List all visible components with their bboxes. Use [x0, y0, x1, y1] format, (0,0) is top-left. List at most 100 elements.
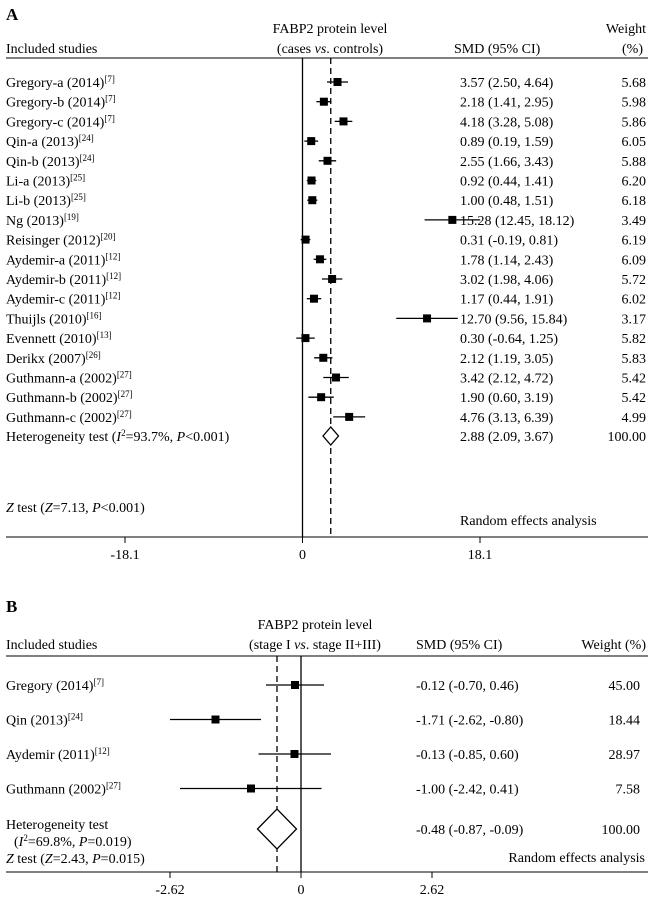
smd-ci-value: 1.90 (0.60, 3.19) [460, 391, 554, 406]
study-row: Guthmann-b (2002)[27] 1.90 (0.60, 3.19) 5.… [6, 389, 646, 406]
effect-marker [423, 314, 432, 323]
axis-tick-label: 2.62 [420, 883, 445, 898]
panel-letter-a: A [6, 5, 19, 24]
study-row: Aydemir-c (2011)[12] 1.17 (0.44, 1.91) 6.0… [6, 291, 646, 308]
effect-marker [307, 176, 316, 185]
study-name-text: Evennett (2010) [6, 332, 97, 347]
study-name-text: Guthmann-b (2002) [6, 391, 118, 406]
weight-header-b: Weight (%) [581, 638, 646, 653]
study-name: Derikx (2007)[26] [6, 350, 101, 367]
measure-header-a: FABP2 protein level [273, 22, 388, 37]
weight-value: 7.58 [616, 783, 641, 798]
smd-ci-value: -0.12 (-0.70, 0.46) [416, 679, 519, 694]
effect-marker [317, 393, 326, 402]
effect-marker [319, 97, 328, 106]
pooled-diamond [322, 426, 340, 446]
study-reference: [7] [93, 677, 104, 687]
studies-header-a: Included studies [6, 42, 97, 57]
weight-value: 6.18 [622, 194, 647, 209]
weight-value: 3.17 [622, 312, 647, 327]
study-row: Guthmann-c (2002)[27] 4.76 (3.13, 6.39) 4.… [6, 409, 646, 426]
weight-value: 5.83 [622, 352, 647, 367]
study-row: Qin-a (2013)[24] 0.89 (0.19, 1.59) 6.05 [6, 133, 646, 150]
study-reference: [24] [68, 712, 83, 722]
axis-tick-label: -2.62 [155, 883, 184, 898]
study-name: Qin-a (2013)[24] [6, 133, 94, 150]
weight-value: 6.02 [622, 293, 647, 308]
study-row: Aydemir (2011)[12] -0.13 (-0.85, 0.60) 28.… [6, 746, 640, 763]
z-test-a: Z test (Z=7.13, P<0.001) [6, 501, 145, 516]
study-reference: [12] [106, 271, 121, 281]
analysis-label-a: Random effects analysis [460, 514, 597, 529]
study-name: Aydemir-a (2011)[12] [6, 251, 120, 268]
study-name: Qin (2013)[24] [6, 712, 83, 729]
forest-plot-b: B FABP2 protein level (stage I vs. stage… [6, 597, 648, 898]
study-name-text: Gregory-b (2014) [6, 96, 105, 111]
study-row: Gregory-c (2014)[7] 4.18 (3.28, 5.08) 5.86 [6, 113, 646, 130]
weight-value: 5.86 [622, 115, 647, 130]
smd-ci-value: 4.76 (3.13, 6.39) [460, 411, 554, 426]
pooled-smd-ci: -0.48 (-0.87, -0.09) [416, 823, 524, 838]
study-name: Reisinger (2012)[20] [6, 232, 115, 249]
weight-value: 5.42 [622, 372, 647, 387]
study-name-text: Thuijls (2010) [6, 312, 87, 327]
smd-ci-value: 2.12 (1.19, 3.05) [460, 352, 554, 367]
study-name: Aydemir-c (2011)[12] [6, 291, 120, 308]
study-row: Guthmann (2002)[27] -1.00 (-2.42, 0.41) 7.… [6, 781, 640, 798]
study-reference: [16] [87, 310, 102, 320]
forest-plot-a: A FABP2 protein level (cases vs. control… [6, 5, 648, 563]
effect-marker [211, 715, 220, 724]
smd-ci-value: 3.42 (2.12, 4.72) [460, 372, 554, 387]
smd-header-a: SMD (95% CI) [454, 42, 541, 57]
measure-header-b: FABP2 protein level [258, 618, 373, 633]
study-name-text: Qin-b (2013) [6, 155, 80, 170]
studies-header-b: Included studies [6, 638, 97, 653]
pooled-smd-ci: 2.88 (2.09, 3.67) [460, 430, 554, 445]
study-row: Evennett (2010)[13] 0.30 (-0.64, 1.25) 5.8… [6, 330, 646, 347]
study-name: Gregory-c (2014)[7] [6, 113, 115, 130]
study-row: Reisinger (2012)[20] 0.31 (-0.19, 0.81) 6.… [6, 232, 646, 249]
weight-value: 5.98 [622, 96, 647, 111]
study-name: Thuijls (2010)[16] [6, 310, 102, 327]
study-name-text: Derikx (2007) [6, 352, 86, 367]
effect-marker [333, 78, 342, 86]
study-reference: [7] [105, 94, 116, 104]
study-rows-a: Gregory-a (2014)[7] 3.57 (2.50, 4.64) 5.68… [6, 74, 646, 445]
effect-marker [323, 156, 332, 165]
effect-marker [332, 373, 341, 382]
axis-tick-label: 0 [298, 883, 305, 898]
study-row: Aydemir-b (2011)[12] 3.02 (1.98, 4.06) 5.7… [6, 271, 646, 288]
weight-value: 3.49 [622, 214, 647, 229]
study-name-text: Gregory-a (2014) [6, 76, 105, 91]
study-reference: [13] [97, 330, 112, 340]
study-name-text: Li-b (2013) [6, 194, 71, 209]
effect-marker [247, 784, 255, 793]
study-reference: [7] [104, 74, 115, 84]
study-name-text: Gregory (2014) [6, 679, 94, 694]
effect-marker [309, 294, 318, 303]
study-reference: [12] [105, 251, 120, 261]
study-row: Aydemir-a (2011)[12] 1.78 (1.14, 2.43) 6.0… [6, 251, 646, 268]
study-row: Derikx (2007)[26] 2.12 (1.19, 3.05) 5.83 [6, 350, 646, 367]
weight-header-a: Weight [606, 22, 646, 37]
study-name: Guthmann-a (2002)[27] [6, 370, 132, 387]
study-name-text: Guthmann-a (2002) [6, 372, 117, 387]
study-reference: [27] [117, 409, 132, 419]
study-name-text: Aydemir-b (2011) [6, 273, 107, 288]
plot-area-a: -18.1 0 18.1 [110, 58, 492, 563]
study-name: Gregory-b (2014)[7] [6, 94, 116, 111]
effect-marker [307, 137, 316, 146]
smd-ci-value: 0.31 (-0.19, 0.81) [460, 234, 558, 249]
weight-value: 4.99 [622, 411, 647, 426]
study-name: Aydemir (2011)[12] [6, 746, 110, 763]
heterogeneity-stats-b: (I2=69.8%, P=0.019) [14, 833, 132, 850]
study-name: Gregory (2014)[7] [6, 677, 104, 694]
weight-value: 5.82 [622, 332, 647, 347]
weight-unit-header-a: (%) [622, 42, 643, 57]
study-row: Gregory-a (2014)[7] 3.57 (2.50, 4.64) 5.68 [6, 74, 646, 91]
study-name-text: Aydemir-c (2011) [6, 293, 106, 308]
study-reference: [27] [118, 389, 133, 399]
weight-value: 6.20 [622, 175, 647, 190]
smd-ci-value: 1.78 (1.14, 2.43) [460, 253, 554, 268]
